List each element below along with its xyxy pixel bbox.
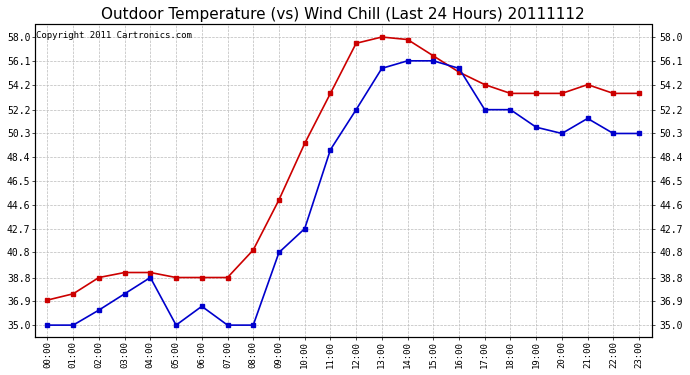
Text: Copyright 2011 Cartronics.com: Copyright 2011 Cartronics.com bbox=[36, 31, 192, 40]
Title: Outdoor Temperature (vs) Wind Chill (Last 24 Hours) 20111112: Outdoor Temperature (vs) Wind Chill (Las… bbox=[101, 7, 585, 22]
